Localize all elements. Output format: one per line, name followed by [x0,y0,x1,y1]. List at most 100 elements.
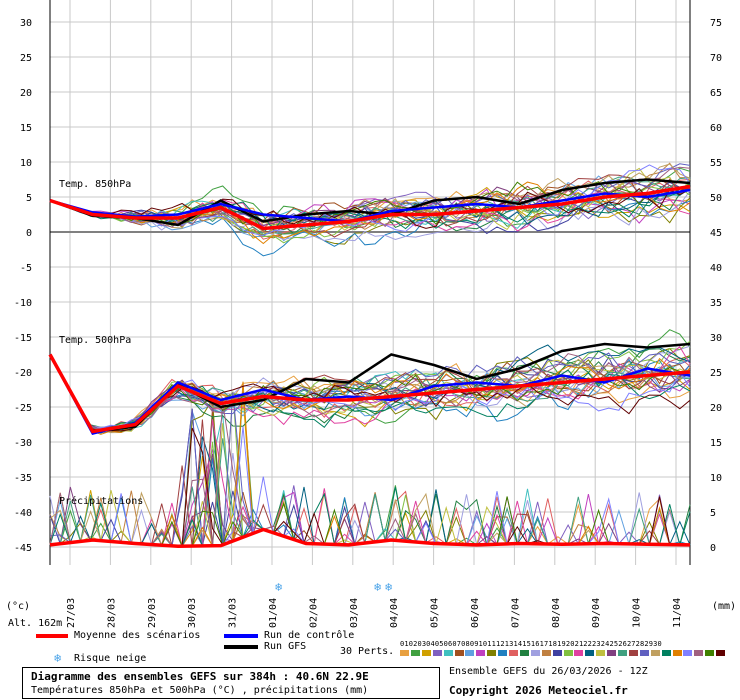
perts-swatch [410,650,420,656]
left-tick-label: 20 [20,88,32,99]
panel-label-precip: Précipitations [59,495,143,507]
snow-icon: ❄ [54,651,62,665]
left-axis-ticks: 30 25 20 15 10 5 0 -5 -10 -15 -20 -25 -30 -35 -40 -45 [14,18,32,554]
right-tick-label: 15 [710,438,722,449]
x-tick-label: 29/03 [147,598,158,628]
left-tick-label: 25 [20,53,32,64]
legend-gfs-label: Run GFS [264,641,307,652]
legend-snow-label: Risque neige [74,653,147,664]
right-axis-unit: (mm) [712,601,736,612]
left-tick-label: 10 [20,158,32,169]
perts-swatch [519,650,529,656]
x-tick-label: 07/04 [510,598,521,628]
right-tick-label: 70 [710,53,722,64]
legend-control-label: Run de contrôle [264,630,355,641]
x-tick-label: 31/03 [228,598,239,628]
mean-precip-line [49,527,691,549]
title-line-1: Diagramme des ensembles GEFS sur 384h : … [31,670,369,683]
mean-500-line [48,353,691,434]
right-tick-label: 25 [710,368,722,379]
perts-swatch [672,650,682,656]
legend-mean-swatch [36,634,68,638]
perts-swatch [509,650,518,656]
perts-swatch [400,650,409,656]
left-axis-unit: (°c) [6,601,30,612]
right-tick-label: 10 [710,473,722,484]
left-tick-label: -25 [14,403,32,414]
snow-marker-icon: ❄ [275,580,283,594]
left-tick-label: -30 [14,438,32,449]
left-tick-label: -10 [14,298,32,309]
perts-swatch [432,650,442,656]
x-tick-label: 01/04 [268,598,279,628]
x-tick-label: 06/04 [470,598,481,628]
right-tick-label: 75 [710,18,722,29]
left-tick-label: 0 [26,228,32,239]
member-precip-line [49,436,691,547]
right-tick-label: 55 [710,158,722,169]
panel-label-t500: Temp. 500hPa [59,335,131,346]
perts-swatch [596,650,606,656]
right-tick-label: 5 [710,508,716,519]
perts-swatch [487,650,497,656]
copyright: Copyright 2026 Meteociel.fr [449,684,628,697]
member-line [49,163,691,222]
left-tick-label: -45 [14,543,32,554]
perts-swatch [541,650,551,656]
perts-swatch [683,650,693,656]
title-box: Diagramme des ensembles GEFS sur 384h : … [22,667,440,699]
altitude-label: Alt. 162m [8,618,62,629]
main-lines [48,178,691,549]
legend-gfs-swatch [224,645,258,649]
perts-swatch [498,650,508,656]
left-tick-label: 5 [26,193,32,204]
perts-swatch [454,650,464,656]
perts-swatch [552,650,562,656]
x-tick-label: 02/04 [308,598,319,628]
perts-swatch [607,650,617,656]
x-tick-label: 30/03 [187,598,198,628]
member-precip-line [49,490,691,547]
perts-swatch [443,650,453,656]
legend-control-swatch [224,634,258,638]
left-tick-label: -15 [14,333,32,344]
perts-swatch [650,650,660,656]
legend-perts-label: 30 Perts. [340,646,395,657]
perts-swatch [574,650,584,656]
panel-label-t850: Temp. 850hPa [59,179,131,190]
right-tick-label: 60 [710,123,722,134]
member-precip-line [49,427,691,547]
perts-swatch [530,650,540,656]
member-line [49,164,691,237]
right-tick-label: 65 [710,88,722,99]
right-tick-label: 30 [710,333,722,344]
perts-swatch [628,650,638,656]
run-info: Ensemble GEFS du 26/03/2026 - 12Z [449,666,648,677]
right-tick-label: 40 [710,263,722,274]
member-precip-line [49,438,691,547]
x-axis-ticks: 27/03 28/03 29/03 30/03 31/03 01/04 02/04 03/04… [66,598,683,628]
member-line [49,190,691,242]
member-precip-line [49,426,691,547]
mean-850-line [49,184,691,231]
x-tick-label: 08/04 [551,598,562,628]
left-tick-label: 30 [20,18,32,29]
x-tick-label: 28/03 [106,598,117,628]
left-tick-label: -35 [14,473,32,484]
perts-swatch [563,650,573,656]
chart-grid [49,0,691,565]
x-tick-label: 11/04 [672,598,683,628]
x-tick-label: 09/04 [591,598,602,628]
right-tick-label: 0 [710,543,716,554]
perts-swatch [585,650,595,656]
x-tick-label: 10/04 [632,598,643,628]
left-tick-label: -5 [20,263,32,274]
perts-swatch [618,650,627,656]
perts-swatch [705,650,715,656]
right-tick-label: 35 [710,298,722,309]
perts-swatch [465,650,475,656]
left-tick-label: 15 [20,123,32,134]
right-tick-label: 20 [710,403,722,414]
perts-swatch [476,650,486,656]
